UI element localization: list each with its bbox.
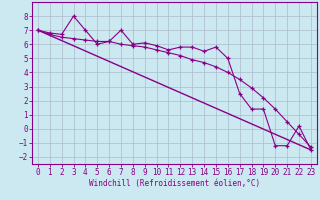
X-axis label: Windchill (Refroidissement éolien,°C): Windchill (Refroidissement éolien,°C) — [89, 179, 260, 188]
